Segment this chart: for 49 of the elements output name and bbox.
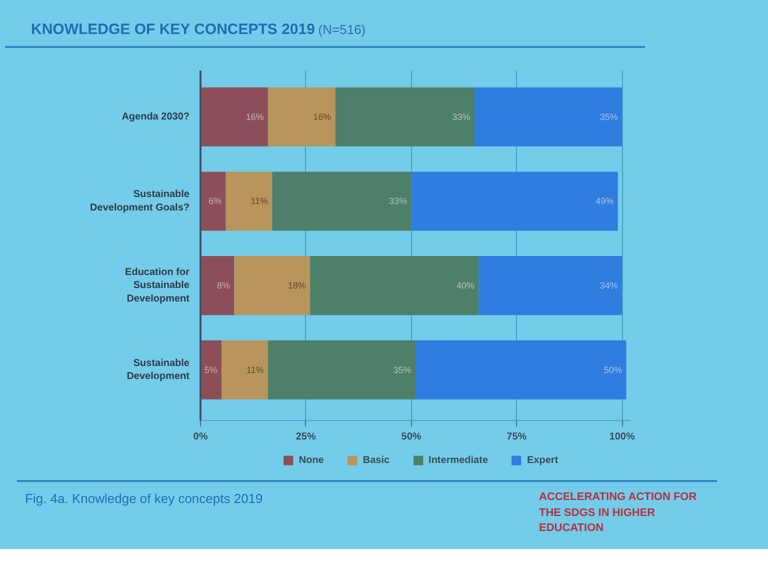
bar [222, 340, 268, 400]
bar [335, 87, 475, 146]
data-label: 16% [313, 112, 332, 122]
data-label: 35% [600, 112, 618, 122]
data-label: 34% [600, 280, 618, 291]
x-tick-label: 75% [506, 432, 527, 442]
bar [272, 172, 412, 231]
y-tick-label: Sustainable Development [126, 358, 190, 382]
bar [200, 340, 222, 400]
chart-subtitle: (N=516) [318, 22, 366, 37]
data-label: 40% [456, 280, 475, 291]
bar [234, 256, 310, 316]
x-tick-label: 25% [296, 432, 316, 442]
bar [268, 340, 416, 400]
data-label: 18% [288, 280, 306, 291]
bar [200, 87, 268, 146]
bar [478, 256, 622, 316]
bar [416, 340, 626, 400]
legend-label: None [298, 454, 324, 466]
x-tick-label: 100% [609, 432, 635, 442]
data-label: 50% [604, 364, 622, 375]
y-tick-label: Agenda 2030? [122, 111, 190, 122]
bar [310, 256, 479, 316]
bar [200, 256, 234, 316]
text: ACCELERATING ACTION FOR THE SDGS IN HIGHER EDUCATION [539, 490, 698, 536]
y-tick-label: Sustainable Development Goals? [90, 189, 190, 214]
data-label: 33% [452, 112, 470, 122]
bar [226, 172, 272, 231]
y-tick-label: Education for Sustainable Development [125, 266, 190, 304]
x-tick-label: 0% [193, 432, 208, 442]
legend-label: Expert [527, 454, 558, 466]
data-label: 8% [217, 280, 230, 291]
data-label: 6% [208, 196, 222, 206]
caption: Fig. 4a. Knowledge of key concepts 2019 [25, 490, 263, 508]
data-label: 5% [204, 364, 218, 375]
bar [268, 87, 336, 146]
data-label: 49% [596, 196, 614, 206]
chart-title: KNOWLEDGE OF KEY CONCEPTS 2019 [31, 21, 315, 38]
bar [474, 87, 622, 146]
data-label: 11% [250, 196, 268, 206]
legend-label: Basic [362, 454, 390, 466]
data-label: 35% [393, 364, 412, 375]
data-label: 33% [389, 196, 408, 206]
legend-label: Intermediate [428, 454, 488, 466]
bar [411, 172, 618, 231]
x-tick-label: 50% [401, 432, 422, 442]
bar [200, 172, 226, 231]
data-label: 16% [246, 112, 264, 122]
data-label: 11% [246, 364, 264, 375]
